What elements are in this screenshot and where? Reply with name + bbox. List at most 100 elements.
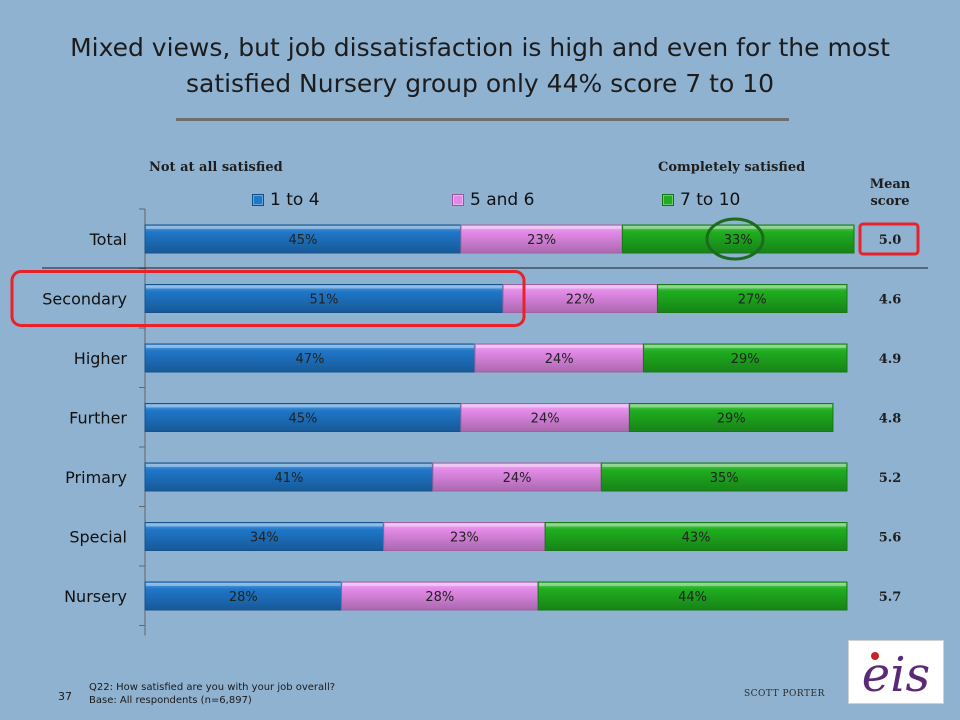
bar-segment: [502, 284, 658, 313]
bar-segment: [656, 284, 848, 313]
mean-score-value: 5.7: [879, 590, 902, 605]
bar-segment: [460, 224, 623, 254]
category-label: Primary: [65, 468, 127, 487]
secondary-highlight-box: [10, 270, 526, 327]
bar-value-label: 24%: [545, 352, 574, 367]
bar-value-label: 35%: [710, 471, 739, 486]
bar-value-label: 34%: [250, 531, 279, 546]
base-text: Base: All respondents (n=6,897): [89, 695, 252, 706]
bar-bevel: [146, 404, 460, 408]
bar-segment: [537, 581, 848, 611]
bar-segment: [474, 343, 644, 373]
bar-bevel: [146, 464, 432, 467]
bar-segment: [544, 522, 848, 551]
bar-segment: [144, 224, 462, 254]
bar-value-label: 51%: [310, 293, 339, 308]
bar-value-label: 23%: [527, 233, 556, 248]
bar-value-label: 33%: [724, 233, 753, 248]
bar-segment: [144, 284, 504, 313]
bar-bevel: [630, 404, 832, 408]
bar-segment: [642, 343, 848, 373]
bar-segment: [144, 403, 462, 432]
category-label: Total: [89, 230, 127, 249]
category-label: Special: [69, 528, 127, 547]
right-scale-header: Completely satisfied: [658, 160, 806, 175]
eis-logo: eis: [848, 640, 944, 704]
bar-bevel: [342, 583, 538, 586]
bar-bevel: [384, 523, 545, 527]
total-mean-highlight-box: [858, 222, 920, 256]
bar-value-label: 47%: [296, 352, 325, 367]
legend-item-7-to-10: 7 to 10: [662, 190, 740, 210]
bar-segment: [600, 462, 848, 492]
bar-bevel: [146, 523, 383, 527]
mean-score-header: Mean score: [869, 177, 911, 209]
bar-segment: [144, 343, 476, 373]
bar-bevel: [146, 345, 474, 348]
logo-dot: [871, 652, 879, 660]
mean-score-value: 4.8: [879, 412, 902, 427]
footer-note: Q22: How satisfied are you with your job…: [89, 681, 335, 707]
bar-bevel: [602, 464, 846, 467]
total-highlight-circle: [705, 217, 765, 261]
bar-bevel: [461, 404, 629, 408]
bar-bevel: [546, 523, 846, 527]
bar-bevel: [475, 345, 643, 348]
bar-value-label: 29%: [717, 412, 746, 427]
brand-name: SCOTT PORTER: [744, 689, 825, 699]
bar-bevel: [658, 285, 846, 289]
mean-score-value: 4.9: [879, 352, 902, 367]
bar-bevel: [644, 345, 846, 348]
bar-segment: [144, 462, 434, 492]
bar-segment: [341, 581, 539, 611]
bar-segment: [628, 403, 834, 432]
bar-value-label: 29%: [731, 352, 760, 367]
bar-bevel: [433, 464, 601, 467]
question-text: Q22: How satisfied are you with your job…: [89, 682, 336, 693]
bar-bevel: [146, 285, 503, 289]
category-label: Further: [69, 409, 127, 428]
bar-value-label: 27%: [738, 293, 767, 308]
mean-score-value: 5.6: [879, 531, 902, 546]
bar-bevel: [539, 583, 846, 586]
legend-swatch-7-to-10: [662, 194, 674, 206]
bar-value-label: 28%: [229, 590, 258, 605]
left-scale-header: Not at all satisfied: [149, 160, 283, 175]
category-label: Secondary: [42, 290, 127, 309]
bar-value-label: 24%: [531, 412, 560, 427]
legend-label-1-to-4: 1 to 4: [270, 190, 320, 210]
legend-label-5-and-6: 5 and 6: [470, 190, 535, 210]
page-number: 37: [58, 690, 72, 703]
bar-bevel: [146, 583, 341, 586]
legend-swatch-1-to-4: [252, 194, 264, 206]
bar-segment: [432, 462, 602, 492]
bar-segment: [460, 403, 630, 432]
bar-segment: [621, 224, 855, 254]
bar-bevel: [461, 226, 622, 229]
category-label: Nursery: [64, 587, 127, 606]
bar-value-label: 45%: [288, 412, 317, 427]
legend-item-1-to-4: 1 to 4: [252, 190, 320, 210]
bar-value-label: 41%: [274, 471, 303, 486]
bar-value-label: 22%: [566, 293, 595, 308]
bar-value-label: 45%: [288, 233, 317, 248]
legend-label-7-to-10: 7 to 10: [680, 190, 741, 210]
category-label: Higher: [74, 349, 128, 368]
bar-value-label: 23%: [450, 531, 479, 546]
title-divider: [176, 118, 789, 121]
bar-segment: [144, 581, 343, 611]
mean-score-value: 5.0: [879, 233, 902, 248]
bar-bevel: [146, 226, 460, 229]
bar-bevel: [623, 226, 854, 229]
mean-score-value: 4.6: [879, 293, 902, 308]
bar-value-label: 43%: [682, 531, 711, 546]
bar-value-label: 24%: [503, 471, 532, 486]
mean-score-value: 5.2: [879, 471, 902, 486]
bar-value-label: 28%: [425, 590, 454, 605]
bar-bevel: [504, 285, 657, 289]
legend-swatch-5-and-6: [452, 194, 464, 206]
chart-title: Mixed views, but job dissatisfaction is …: [70, 33, 890, 98]
bar-value-label: 44%: [678, 590, 707, 605]
legend-item-5-and-6: 5 and 6: [452, 190, 534, 210]
